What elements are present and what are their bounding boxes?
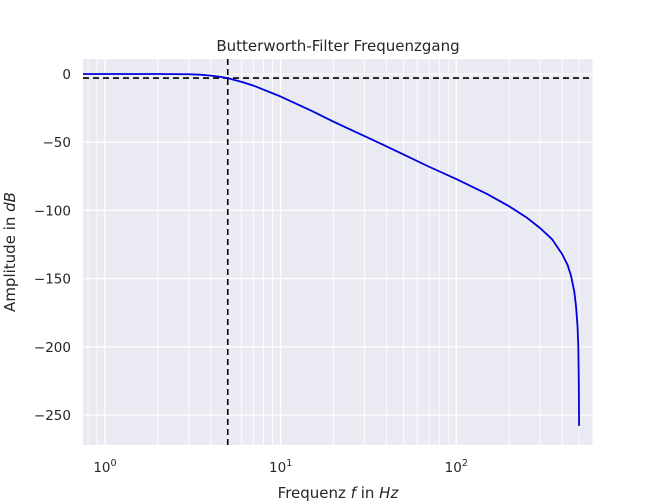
series-group xyxy=(83,73,580,426)
reference-lines xyxy=(83,59,593,445)
plot-area xyxy=(83,59,593,445)
y-tick-label: −250 xyxy=(34,408,71,424)
x-axis-label: Frequenz f in Hz xyxy=(278,484,400,502)
y-tick-labels: 0 −50 −100 −150 −200 −250 xyxy=(34,67,71,424)
chart-title: Butterworth-Filter Frequenzgang xyxy=(216,37,459,55)
frequency-response-line xyxy=(83,73,580,426)
y-tick-label: −200 xyxy=(34,340,71,356)
x-tick-label: 100 xyxy=(93,458,116,476)
x-tick-labels: 100 101 102 xyxy=(93,458,468,476)
y-tick-label: −150 xyxy=(34,272,71,288)
y-tick-label: −50 xyxy=(43,135,72,151)
y-axis-label: Amplitude in dB xyxy=(1,192,19,312)
y-tick-label: −100 xyxy=(34,203,71,219)
x-tick-label: 102 xyxy=(445,458,468,476)
y-tick-label: 0 xyxy=(62,67,71,83)
x-tick-label: 101 xyxy=(269,458,292,476)
